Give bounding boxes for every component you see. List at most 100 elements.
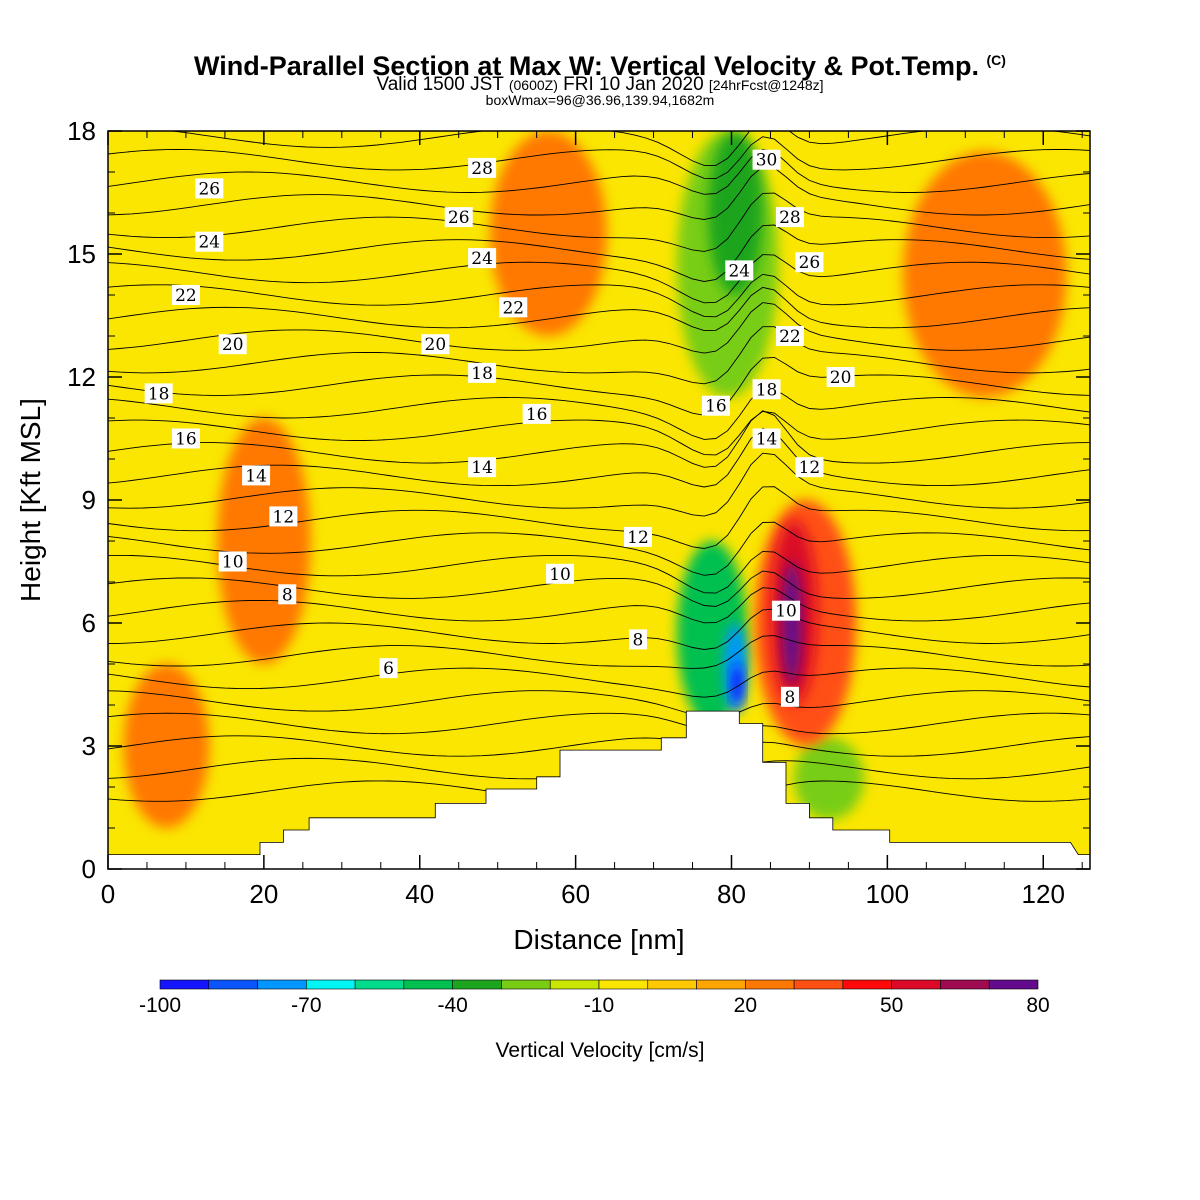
velocity-cell-0 <box>123 664 210 828</box>
theta-contour-17 <box>108 452 1090 517</box>
colorbar-swatch-12 <box>745 979 795 990</box>
colorbar-tick-label-1: -70 <box>291 994 321 1017</box>
colorbar-swatch-6 <box>452 979 502 990</box>
theta-contour-7 <box>108 712 1090 735</box>
svg-text:18: 18 <box>148 384 170 404</box>
colorbar-swatch-5 <box>403 979 453 990</box>
svg-text:20: 20 <box>830 368 852 388</box>
theta-contour-14 <box>108 550 1090 594</box>
svg-text:22: 22 <box>779 327 801 347</box>
contour-label-32: 8 <box>780 686 799 708</box>
colorbar-tick-label-0: -100 <box>139 994 181 1017</box>
theta-contour-26 <box>108 273 1090 318</box>
terrain <box>108 710 1090 869</box>
contour-label-13: 20 <box>421 334 450 355</box>
colorbar-swatch-2 <box>257 979 307 990</box>
contour-label-9: 22 <box>171 285 200 306</box>
svg-text:26: 26 <box>448 208 470 228</box>
colorbar-swatch-11 <box>696 979 746 990</box>
x-tick-label-6: 120 <box>1022 879 1065 909</box>
contour-label-20: 16 <box>701 395 730 417</box>
theta-contour-27 <box>108 254 1090 304</box>
theta-contour-11 <box>108 608 1090 650</box>
forecast-info: [24hrFcst@1248z] <box>708 77 824 93</box>
theta-contour-25 <box>108 286 1090 332</box>
colorbar-tick-label-3: -10 <box>584 994 614 1017</box>
contour-label-25: 12 <box>623 526 652 548</box>
contour-label-27: 10 <box>218 551 247 573</box>
svg-text:16: 16 <box>526 405 548 425</box>
x-tick-label-2: 40 <box>405 879 434 909</box>
theta-contour-22 <box>108 356 1090 416</box>
contour-label-0: 26 <box>195 178 224 199</box>
contour-label-11: 22 <box>775 326 804 347</box>
theta-contour-20 <box>108 410 1090 456</box>
contour-label-24: 12 <box>269 506 298 527</box>
contour-label-8: 26 <box>795 252 824 273</box>
svg-text:10: 10 <box>222 553 244 573</box>
theta-contour-19 <box>108 410 1090 468</box>
svg-text:24: 24 <box>198 233 220 253</box>
colorbar-swatch-1 <box>208 979 258 990</box>
svg-text:24: 24 <box>471 249 493 269</box>
svg-text:24: 24 <box>728 261 750 281</box>
svg-text:14: 14 <box>245 466 267 486</box>
theta-contour-13 <box>108 570 1090 607</box>
chart-title: Wind-Parallel Section at Max W: Vertical… <box>194 51 1006 81</box>
colorbar-tick-label-4: 20 <box>734 994 757 1017</box>
theta-contour-18 <box>108 427 1090 488</box>
contour-label-14: 20 <box>826 367 855 388</box>
svg-text:22: 22 <box>175 286 197 306</box>
contour-label-3: 30 <box>752 149 781 171</box>
contour-label-29: 10 <box>772 600 801 622</box>
contour-label-18: 16 <box>171 428 200 450</box>
colorbar: -100 -70 -40 -10 20 50 80 <box>139 979 1050 1017</box>
svg-text:18: 18 <box>471 364 493 384</box>
svg-text:22: 22 <box>502 298 524 318</box>
theta-contour-12 <box>108 587 1090 624</box>
svg-text:28: 28 <box>471 159 493 179</box>
colorbar-title: Vertical Velocity [cm/s] <box>496 1039 705 1062</box>
svg-text:26: 26 <box>198 179 220 199</box>
svg-text:16: 16 <box>705 397 727 417</box>
colorbar-tick-label-2: -40 <box>437 994 467 1017</box>
theta-contour-30 <box>108 166 1090 220</box>
theta-contour-24 <box>108 302 1090 354</box>
velocity-cell-6 <box>708 131 763 295</box>
contour-label-6: 24 <box>468 248 497 269</box>
svg-text:6: 6 <box>383 659 394 679</box>
copyright-mark: (C) <box>986 52 1006 68</box>
colorbar-swatch-14 <box>842 979 892 990</box>
contour-label-7: 24 <box>725 260 754 281</box>
theta-contour-33 <box>167 131 1090 166</box>
svg-text:12: 12 <box>627 528 649 548</box>
svg-text:14: 14 <box>471 458 493 478</box>
potential-temperature-contours <box>108 131 1090 802</box>
theta-contour-23 <box>108 326 1090 385</box>
svg-text:12: 12 <box>799 458 821 478</box>
boxwmax-info: boxWmax=96@36.96,139.94,1682m <box>485 92 715 108</box>
colorbar-swatch-7 <box>501 979 551 990</box>
svg-text:18: 18 <box>756 380 778 400</box>
x-tick-label-1: 20 <box>249 879 278 909</box>
velocity-cell-3 <box>902 151 1067 398</box>
svg-text:20: 20 <box>425 335 447 355</box>
y-tick-label-4: 12 <box>67 362 96 392</box>
contour-label-19: 16 <box>522 403 551 425</box>
colorbar-swatch-8 <box>549 979 600 990</box>
colorbar-swatch-10 <box>647 979 697 990</box>
contour-label-10: 22 <box>499 297 528 318</box>
x-tick-label-3: 60 <box>561 879 590 909</box>
svg-text:26: 26 <box>799 253 821 273</box>
svg-text:14: 14 <box>756 430 778 450</box>
x-tick-label-5: 100 <box>866 879 909 909</box>
svg-text:28: 28 <box>779 208 801 228</box>
svg-text:8: 8 <box>785 688 796 708</box>
y-tick-label-1: 3 <box>82 731 96 761</box>
svg-text:8: 8 <box>633 630 644 650</box>
y-tick-label-6: 18 <box>67 116 96 146</box>
colorbar-tick-label-5: 50 <box>880 994 903 1017</box>
contour-label-16: 18 <box>468 362 497 384</box>
contour-label-26: 12 <box>795 457 824 478</box>
svg-text:10: 10 <box>549 565 571 585</box>
